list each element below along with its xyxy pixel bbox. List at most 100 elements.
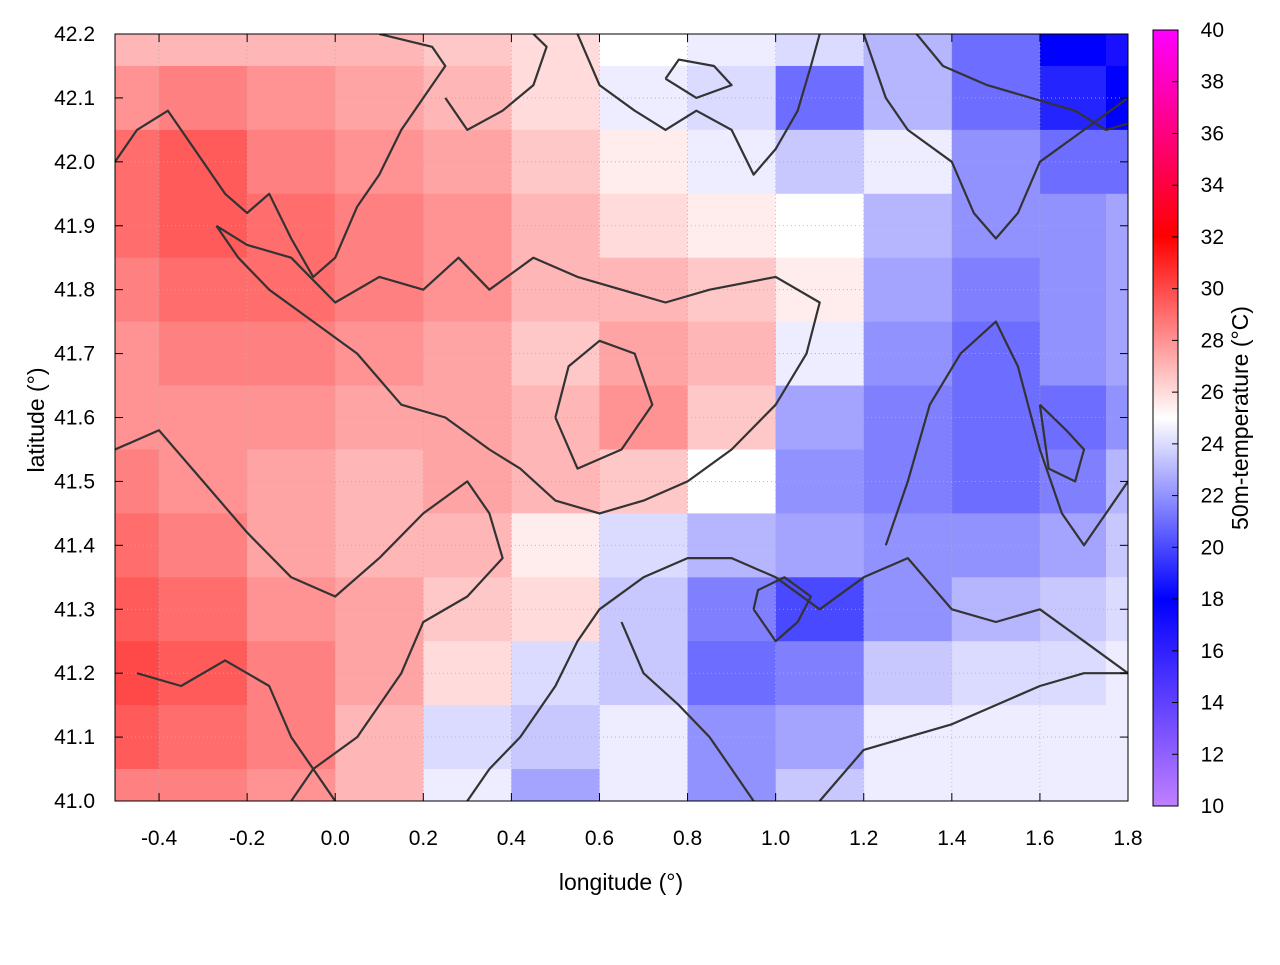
y-tick-label: 41.0 (54, 790, 95, 813)
heatmap-cell (335, 34, 424, 67)
heatmap-cell (1105, 705, 1128, 770)
heatmap-cell (423, 34, 512, 67)
contour-line (136, 659, 337, 801)
heatmap-cell (511, 769, 601, 801)
colorbar-tick-label: 28 (1201, 329, 1224, 352)
x-tick-label: 1.2 (849, 827, 878, 850)
heatmap-cell (687, 34, 777, 67)
heatmap-cell (1105, 513, 1128, 578)
heatmap-cell (951, 257, 1041, 323)
y-tick-label: 41.1 (54, 726, 95, 749)
x-tick-label: 0.0 (321, 827, 350, 850)
heatmap-cell (951, 449, 1041, 514)
contour-lines (115, 34, 1128, 801)
heatmap-cell (951, 769, 1041, 801)
y-tick-label: 41.8 (54, 279, 95, 302)
x-tick-label: 0.8 (673, 827, 702, 850)
heatmap-cell (775, 34, 865, 67)
heatmap-cell (1105, 577, 1128, 642)
heatmap-cell (1039, 129, 1107, 195)
colorbar-tick-label: 38 (1201, 71, 1224, 94)
heatmap-cell (951, 577, 1041, 642)
y-axis-label: latitude (°) (23, 367, 49, 472)
colorbar-tick-label: 14 (1201, 692, 1225, 715)
colorbar (1152, 29, 1179, 807)
heatmap-cell (951, 641, 1041, 706)
contour-line (884, 320, 1128, 547)
y-tick-label: 42.2 (54, 23, 95, 46)
y-tick-label: 42.0 (54, 151, 95, 174)
heatmap-cell (511, 34, 601, 67)
heatmap-cell (863, 769, 953, 801)
contour-line (466, 557, 1128, 801)
heatmap-cell (951, 513, 1041, 578)
heatmap-cell (863, 129, 953, 195)
heatmap-cell (1105, 769, 1128, 801)
heatmap-cell (863, 513, 953, 578)
contour-line (664, 58, 733, 99)
colorbar-label: 50m-temperature (°C) (1227, 306, 1253, 530)
x-tick-label: 1.4 (937, 827, 967, 850)
heatmap-cell (951, 705, 1041, 770)
heatmap-cell (599, 34, 689, 67)
colorbar-tick-label: 34 (1201, 174, 1225, 197)
x-tick-label: -0.2 (229, 827, 265, 850)
contour-line (576, 34, 821, 176)
heatmap-cell (1039, 385, 1107, 451)
x-tick-label: 0.2 (409, 827, 438, 850)
x-axis: -0.4 -0.2 0.0 0.2 0.4 0.6 0.8 1.0 1.2 1.4 1.6 1.8 (141, 34, 1143, 850)
heatmap-cell (247, 769, 336, 801)
heatmap-cell (1039, 769, 1107, 801)
heatmap-cell (1039, 705, 1107, 770)
heatmap-cell (1105, 321, 1128, 387)
contour-line (554, 339, 654, 470)
heatmap-cell (1105, 129, 1128, 195)
contour-line (115, 34, 447, 278)
heatmap-cell (863, 577, 953, 642)
colorbar-tick-label: 16 (1201, 640, 1224, 663)
heatmap-cell (159, 34, 248, 67)
x-tick-label: -0.4 (141, 827, 178, 850)
contour-line (818, 672, 1128, 801)
contour-line (752, 576, 812, 643)
heatmap-cell (951, 129, 1041, 195)
heatmap-cell (1105, 34, 1128, 67)
heatmap-cell (1105, 449, 1128, 514)
colorbar-tick-label: 24 (1201, 433, 1225, 456)
heatmap-cell (863, 385, 953, 451)
colorbar-tick-label: 40 (1201, 19, 1224, 42)
colorbar-tick-label: 26 (1201, 381, 1224, 404)
heatmap-cell (951, 193, 1041, 259)
heatmap-cell (863, 641, 953, 706)
contour-line (915, 34, 1128, 131)
colorbar-tick-label: 10 (1201, 795, 1224, 818)
colorbar-tick-label: 36 (1201, 122, 1224, 145)
y-tick-label: 42.1 (54, 87, 95, 110)
y-tick-label: 41.6 (54, 407, 95, 430)
x-tick-label: 0.6 (585, 827, 614, 850)
colorbar-tick-label: 18 (1201, 588, 1224, 611)
heatmap-cell (1105, 193, 1128, 259)
heatmap-cell (1039, 193, 1107, 259)
heatmap-cell (1039, 34, 1107, 67)
heatmap-cell (159, 769, 248, 801)
contour-line (444, 34, 548, 131)
heatmap-cell (951, 321, 1041, 387)
heatmap-cell (247, 34, 336, 67)
heatmap-cell (1105, 385, 1128, 451)
colorbar-tick-label: 12 (1201, 743, 1224, 766)
contour-line (862, 34, 1128, 240)
heatmap-cell (687, 769, 777, 801)
colorbar-tick-label: 32 (1201, 226, 1224, 249)
heatmap-cell (1039, 321, 1107, 387)
heatmap-cell (1039, 513, 1107, 578)
x-tick-label: 1.6 (1025, 827, 1054, 850)
heatmap-cell (863, 321, 953, 387)
x-axis-label: longitude (°) (559, 869, 683, 895)
contour-line (620, 621, 755, 801)
y-tick-label: 41.5 (54, 470, 95, 493)
y-axis: 41.0 41.1 41.2 41.3 41.4 41.5 41.6 41.7 41.8 41.9… (54, 23, 1128, 813)
contour-line (115, 429, 504, 801)
